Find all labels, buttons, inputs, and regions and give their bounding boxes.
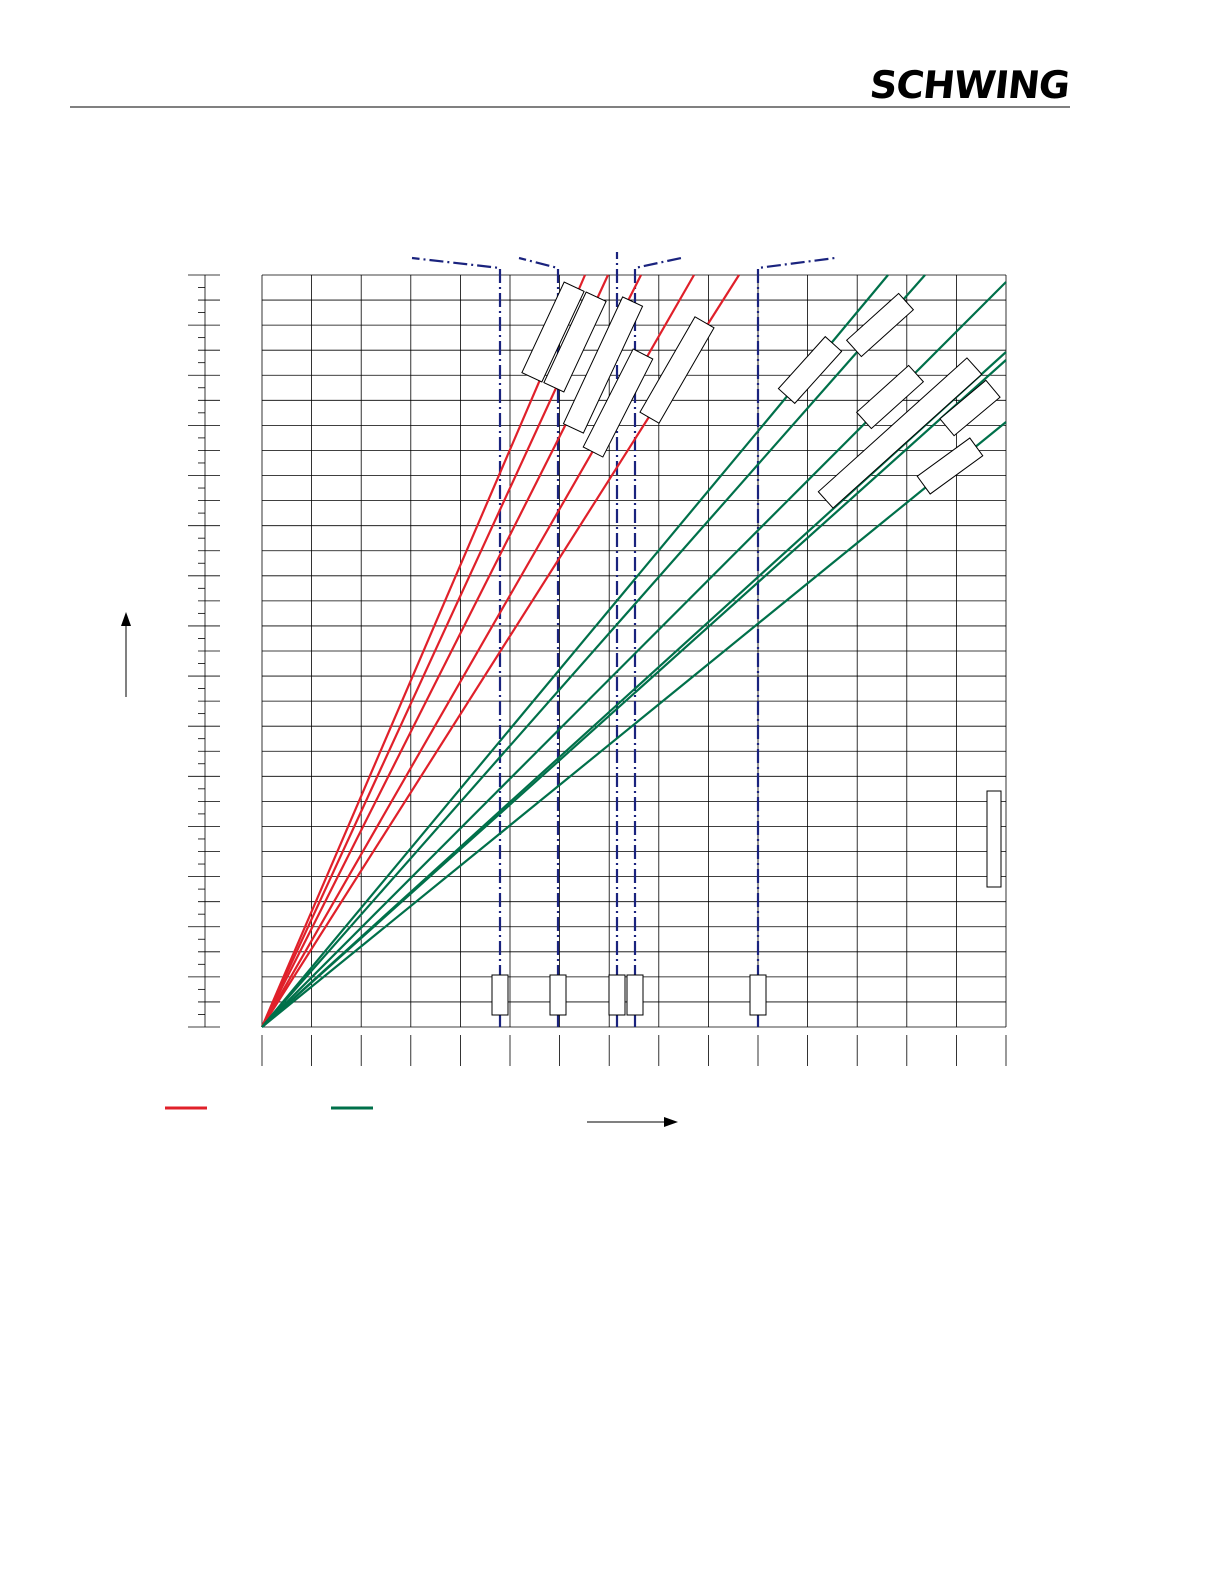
label-box xyxy=(639,316,715,424)
label-box xyxy=(855,364,925,430)
limit-line xyxy=(411,256,502,1027)
label-box xyxy=(549,974,567,1016)
label-box xyxy=(543,291,607,393)
label-box xyxy=(845,292,915,358)
label-box xyxy=(817,357,983,509)
diagram xyxy=(121,252,1007,1127)
label-box xyxy=(777,335,843,405)
green-line xyxy=(261,274,889,1028)
arrow-head xyxy=(664,1117,678,1127)
label-box xyxy=(916,437,984,495)
label-box xyxy=(939,379,1001,437)
red-line xyxy=(261,274,609,1028)
label-box xyxy=(608,974,626,1016)
red-line xyxy=(260,274,587,1028)
label-box xyxy=(491,974,509,1016)
label-box xyxy=(626,974,644,1016)
green-line xyxy=(261,421,1007,1028)
label-box xyxy=(562,296,644,434)
arrow-head xyxy=(121,612,131,626)
green-line xyxy=(261,274,926,1028)
limit-line xyxy=(633,256,682,1027)
logo: SCHWING xyxy=(868,63,1072,107)
green-line xyxy=(261,359,1007,1028)
label-box xyxy=(582,348,654,458)
label-box xyxy=(749,974,767,1016)
label-box xyxy=(986,790,1002,888)
limit-line xyxy=(756,256,836,1027)
label-box xyxy=(521,281,585,383)
limit-line xyxy=(518,256,560,1027)
